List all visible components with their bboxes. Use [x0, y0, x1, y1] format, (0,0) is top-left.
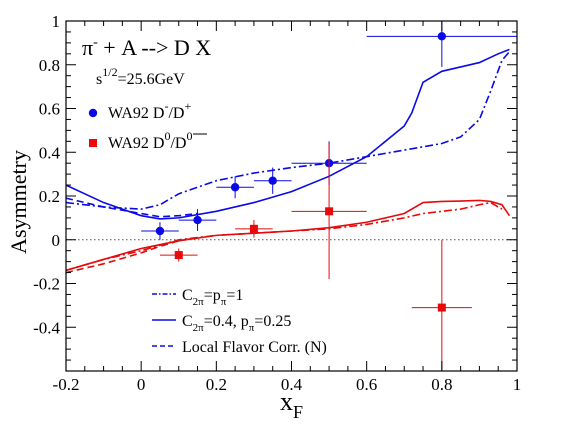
circle-marker — [268, 176, 277, 185]
y-tick-label: 0 — [52, 231, 61, 250]
legend-line-entry: C2π=0.4, pπ=0.25 — [152, 313, 291, 334]
series-line-3 — [66, 48, 510, 220]
data-point-1-1 — [235, 220, 273, 238]
y-tick-label: 0.2 — [39, 187, 60, 206]
circle-marker — [193, 215, 202, 225]
data-point-0-5 — [366, 21, 517, 67]
data-point-1-3 — [411, 239, 472, 371]
legend-line-entry: C2π=pπ=1 — [152, 287, 243, 308]
y-axis-label: Asymmetry — [6, 150, 31, 254]
legend-square-marker — [89, 139, 97, 147]
legend-line-label: C2π=pπ=1 — [182, 287, 243, 308]
x-tick-label: 0 — [137, 375, 146, 394]
energy-annotation: s1/2=25.6GeV — [96, 65, 185, 88]
y-tick-label: 0.4 — [39, 143, 61, 162]
circle-marker — [155, 226, 165, 236]
legend-circle-marker — [88, 108, 98, 118]
legend-marker-label: WA92 D-/D+ — [108, 99, 191, 122]
y-tick-label: 0.6 — [39, 100, 60, 119]
circle-marker — [437, 32, 447, 41]
x-tick-label: -0.2 — [53, 375, 80, 394]
legend-marker-label: WA92 D0/D0 — [108, 129, 192, 152]
data-point-1-0 — [159, 248, 198, 262]
x-tick-label: 0.4 — [281, 375, 303, 394]
square-marker — [437, 303, 446, 312]
data-point-0-3 — [253, 167, 292, 194]
x-axis-label: xF — [280, 387, 303, 422]
legend-marker-entry: WA92 D-/D+ — [88, 99, 191, 122]
x-tick-label: 0.6 — [356, 375, 377, 394]
series-line-5 — [66, 199, 511, 272]
data-point-0-2 — [216, 176, 254, 199]
circle-marker — [230, 183, 240, 192]
x-tick-label: 1 — [513, 375, 522, 394]
legend-marker-entry: WA92 D0/D0 — [89, 129, 207, 152]
data-point-0-1 — [178, 209, 217, 231]
y-tick-label: -0.4 — [33, 318, 60, 337]
square-marker — [325, 207, 334, 216]
y-tick-label: -0.2 — [33, 275, 60, 294]
series-line-6 — [66, 201, 503, 272]
legend-line-entry: Local Flavor Corr. (N) — [152, 339, 327, 356]
reaction-annotation: π- + A --> D X — [82, 35, 211, 60]
square-marker — [174, 251, 183, 260]
data-point-1-2 — [291, 143, 367, 280]
legend-line-label: C2π=0.4, pπ=0.25 — [182, 313, 291, 334]
y-tick-label: 0.8 — [39, 56, 60, 75]
square-marker — [249, 224, 258, 233]
legend-line-label: Local Flavor Corr. (N) — [182, 339, 327, 356]
x-tick-label: 0.8 — [431, 375, 452, 394]
x-tick-label: 0.2 — [206, 375, 227, 394]
series-line-4 — [66, 197, 198, 218]
data-point-0-0 — [141, 222, 179, 240]
y-tick-label: 1 — [52, 12, 61, 31]
